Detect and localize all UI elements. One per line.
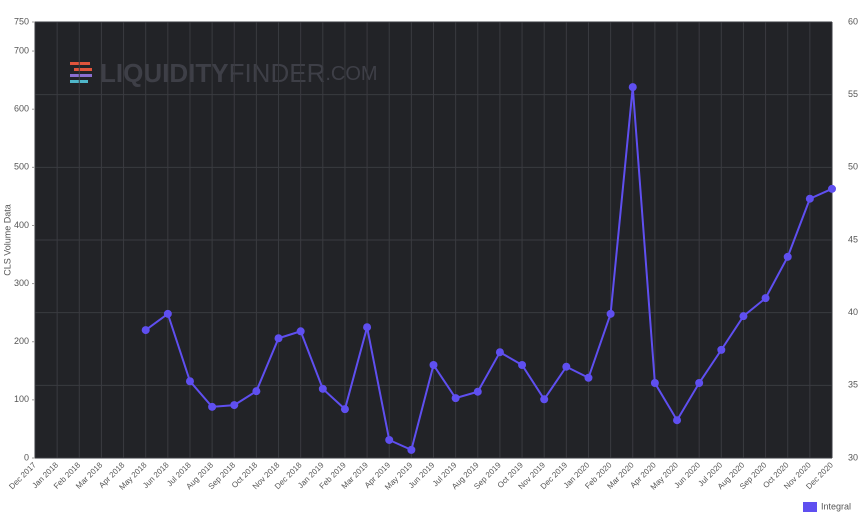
watermark-text: LIQUIDITYFINDER.COM [100, 58, 378, 88]
y-tick-label: 100 [14, 394, 29, 404]
point [230, 401, 239, 410]
y-tick-label: 300 [14, 278, 29, 288]
point [185, 377, 194, 386]
y2-tick-label: 55 [848, 89, 858, 99]
point [628, 83, 637, 92]
point [518, 360, 527, 369]
point [717, 345, 726, 354]
point [385, 435, 394, 444]
y-tick-label: 600 [14, 104, 29, 114]
point [163, 309, 172, 318]
y2-tick-label: 35 [848, 380, 858, 390]
point [296, 327, 305, 336]
point [783, 252, 792, 261]
point [695, 379, 704, 388]
point [562, 362, 571, 371]
y2-tick-label: 40 [848, 307, 858, 317]
point [540, 395, 549, 404]
y-tick-label: 200 [14, 336, 29, 346]
y-tick-label: 0 [24, 452, 29, 462]
legend-label: Integral [821, 501, 851, 511]
y-tick-label: 400 [14, 220, 29, 230]
point [650, 379, 659, 388]
series-line [145, 87, 833, 452]
point [141, 326, 150, 335]
point [606, 309, 615, 318]
legend-swatch [803, 502, 817, 512]
watermark: LIQUIDITYFINDER.COM [70, 58, 378, 88]
point [473, 387, 482, 396]
point [673, 416, 682, 425]
point [739, 312, 748, 321]
y2-tick-label: 50 [848, 162, 858, 172]
point [761, 294, 770, 303]
y-tick-label: 500 [14, 162, 29, 172]
point [805, 194, 814, 203]
point [252, 387, 261, 396]
y-tick-label: 750 [14, 16, 29, 26]
point [318, 384, 327, 393]
point [407, 445, 416, 454]
y-axis-title: CLS Volume Data [2, 204, 12, 276]
y-tick-label: 700 [14, 45, 29, 55]
point [208, 402, 217, 411]
point [274, 334, 283, 343]
point [340, 405, 349, 414]
y2-tick-label: 45 [848, 234, 858, 244]
point [429, 360, 438, 369]
y2-tick-label: 60 [848, 16, 858, 26]
point [828, 184, 836, 193]
y2-tick-label: 30 [848, 452, 858, 462]
point [363, 323, 372, 332]
point [451, 394, 460, 403]
point [584, 373, 593, 382]
point [495, 348, 504, 357]
